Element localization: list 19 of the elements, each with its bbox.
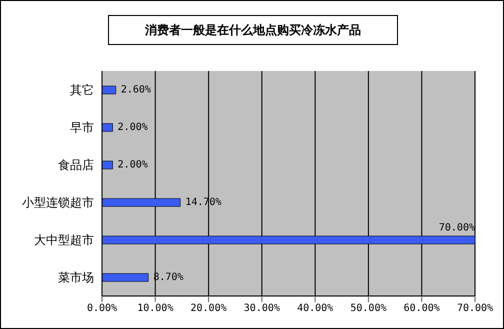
y-tick-label: 小型连锁超市	[22, 196, 94, 210]
y-tick-label: 食品店	[58, 158, 94, 172]
x-tick-label: 30.00%	[244, 303, 280, 314]
x-tick-label: 70.00%	[456, 303, 494, 314]
x-tick-label: 40.00%	[297, 303, 334, 314]
y-tick-label: 其它	[70, 83, 94, 98]
chart-title: 消费者一般是在什么地点购买冷冻水产品	[108, 15, 398, 45]
y-tick-label: 大中型超市	[34, 233, 94, 248]
x-tick-label: 10.00%	[137, 303, 174, 314]
data-label: 70.00%	[438, 222, 475, 234]
data-label: 2.60%	[120, 84, 151, 96]
x-tick-label: 60.00%	[404, 303, 440, 314]
x-tick-label: 20.00%	[190, 303, 227, 314]
x-tick-label: 50.00%	[350, 303, 386, 314]
data-label: 2.00%	[118, 160, 148, 170]
data-label: 2.00%	[118, 122, 148, 133]
y-tick-label: 早市	[70, 120, 94, 135]
y-tick-label: 菜市场	[58, 270, 94, 285]
x-tick-label: 0.00%	[86, 303, 118, 314]
